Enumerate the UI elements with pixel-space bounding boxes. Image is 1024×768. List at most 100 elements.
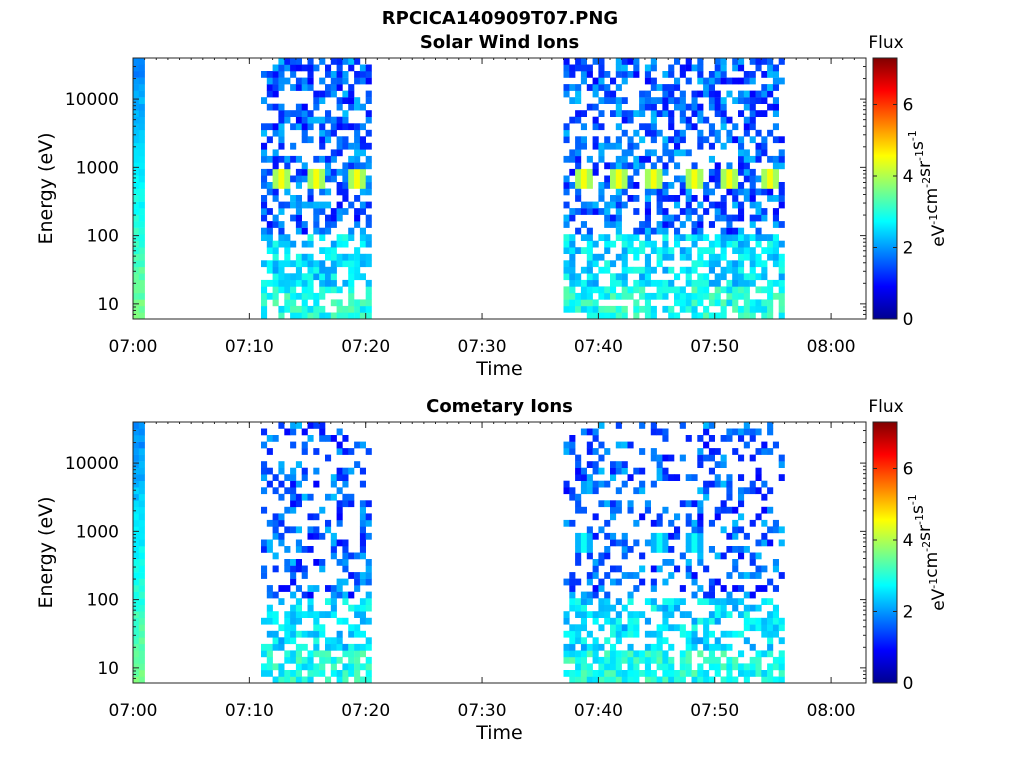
heatmap-cell xyxy=(580,247,587,254)
heatmap-cell xyxy=(621,279,628,287)
heatmap-cell xyxy=(319,201,326,209)
heatmap-cell xyxy=(365,676,372,684)
heatmap-cell xyxy=(138,240,145,248)
heatmap-cell xyxy=(586,480,593,488)
heatmap-cell xyxy=(685,149,692,157)
heatmap-cell xyxy=(714,58,721,65)
heatmap-cell xyxy=(359,650,366,658)
heatmap-cell xyxy=(720,604,727,612)
heatmap-cell xyxy=(778,670,785,677)
heatmap-cell xyxy=(569,71,576,78)
heatmap-cell xyxy=(586,175,593,183)
heatmap-cell xyxy=(598,559,605,566)
heatmap-cell xyxy=(342,142,349,150)
heatmap-cell xyxy=(615,422,622,429)
heatmap-cell xyxy=(580,292,587,300)
heatmap-cell xyxy=(755,129,762,137)
heatmap-cell xyxy=(697,116,704,124)
heatmap-cell xyxy=(569,84,576,91)
heatmap-cell xyxy=(714,214,721,222)
heatmap-cell xyxy=(732,77,739,85)
heatmap-cell xyxy=(615,637,622,645)
heatmap-cell xyxy=(586,247,593,254)
heatmap-cell xyxy=(662,182,669,189)
heatmap-cell xyxy=(295,305,302,313)
heatmap-cell xyxy=(668,559,675,566)
heatmap-cell xyxy=(604,260,611,268)
heatmap-cell xyxy=(703,260,710,268)
heatmap-cell xyxy=(708,312,715,320)
heatmap-cell xyxy=(615,168,622,176)
heatmap-cell xyxy=(685,214,692,222)
heatmap-cell xyxy=(575,493,582,501)
heatmap-cell xyxy=(325,676,332,684)
heatmap-cell xyxy=(348,624,355,632)
heatmap-cell xyxy=(284,260,291,268)
heatmap-cell xyxy=(592,428,599,436)
heatmap-cell xyxy=(767,84,774,91)
heatmap-cell xyxy=(592,467,599,475)
heatmap-cell xyxy=(569,493,576,501)
heatmap-cell xyxy=(580,64,587,72)
heatmap-cell xyxy=(133,591,140,599)
heatmap-cell xyxy=(575,637,582,645)
heatmap-cell xyxy=(278,208,285,215)
heatmap-cell xyxy=(767,247,774,254)
heatmap-cell xyxy=(691,637,698,645)
heatmap-cell xyxy=(342,116,349,124)
heatmap-cell xyxy=(662,506,669,514)
heatmap-cell xyxy=(691,643,698,651)
heatmap-cell xyxy=(679,624,686,632)
heatmap-cell xyxy=(691,266,698,274)
heatmap-cell xyxy=(761,175,768,183)
heatmap-cell xyxy=(336,487,343,495)
heatmap-cell xyxy=(598,84,605,91)
heatmap-cell xyxy=(278,539,285,547)
heatmap-cell xyxy=(691,90,698,98)
heatmap-cell xyxy=(778,195,785,202)
heatmap-cell xyxy=(743,175,750,183)
heatmap-cell xyxy=(586,260,593,268)
heatmap-cell xyxy=(732,227,739,235)
heatmap-cell xyxy=(650,630,657,638)
heatmap-cell xyxy=(586,103,593,111)
heatmap-cell xyxy=(615,71,622,78)
heatmap-cell xyxy=(563,656,570,664)
heatmap-cell xyxy=(738,208,745,215)
heatmap-cell xyxy=(569,643,576,651)
heatmap-cell xyxy=(720,585,727,592)
heatmap-cell xyxy=(697,168,704,176)
heatmap-cell xyxy=(726,506,733,514)
heatmap-cell xyxy=(650,604,657,612)
heatmap-cell xyxy=(575,598,582,605)
heatmap-cell xyxy=(580,506,587,514)
heatmap-cell xyxy=(656,513,663,521)
heatmap-cell xyxy=(778,201,785,209)
heatmap-cell xyxy=(365,559,372,566)
heatmap-cell xyxy=(138,123,145,131)
heatmap-cell xyxy=(767,292,774,300)
heatmap-cell xyxy=(592,611,599,618)
heatmap-cell xyxy=(685,182,692,189)
heatmap-cell xyxy=(720,142,727,150)
heatmap-cell xyxy=(738,168,745,176)
heatmap-cell xyxy=(348,493,355,501)
heatmap-cell xyxy=(679,676,686,684)
heatmap-cell xyxy=(778,461,785,468)
heatmap-cell xyxy=(348,604,355,612)
heatmap-cell xyxy=(307,260,314,268)
heatmap-cell xyxy=(295,292,302,300)
heatmap-cell xyxy=(354,208,361,215)
heatmap-cell xyxy=(569,519,576,527)
heatmap-cell xyxy=(738,552,745,560)
heatmap-cell xyxy=(133,221,140,228)
heatmap-cell xyxy=(650,64,657,72)
heatmap-cell xyxy=(703,637,710,645)
heatmap-cell xyxy=(697,532,704,540)
heatmap-cell xyxy=(295,539,302,547)
heatmap-cell xyxy=(761,585,768,592)
heatmap-cell xyxy=(743,155,750,163)
heatmap-cell xyxy=(772,663,779,671)
heatmap-cell xyxy=(743,273,750,281)
heatmap-cell xyxy=(569,650,576,658)
